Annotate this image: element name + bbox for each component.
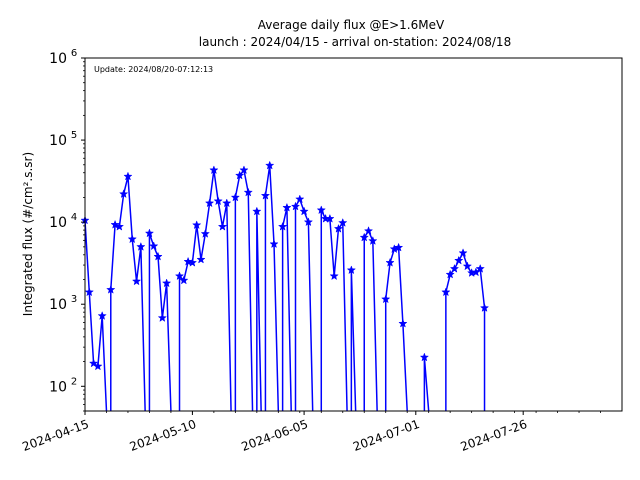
data-point: [333, 223, 344, 233]
data-point: [462, 261, 473, 271]
data-point: [441, 287, 451, 297]
data-point: [157, 313, 167, 322]
data-point: [449, 263, 460, 273]
data-point: [282, 202, 292, 212]
data-point: [131, 276, 142, 286]
data-point: [338, 217, 348, 227]
x-tick-label: 2024-04-15: [20, 417, 90, 454]
y-tick-base: 10: [49, 297, 67, 313]
data-point: [393, 242, 404, 252]
data-point: [123, 171, 133, 181]
chart-title: Average daily flux @E>1.6MeV: [258, 18, 445, 32]
y-tick-exponent: 4: [71, 212, 77, 223]
data-point: [325, 213, 335, 223]
plot-layer: [80, 160, 490, 412]
data-point: [239, 165, 249, 175]
data-point: [368, 236, 378, 245]
data-point: [153, 251, 163, 261]
data-point: [88, 358, 99, 368]
data-point: [303, 217, 314, 227]
data-point: [316, 205, 326, 215]
data-point: [419, 352, 430, 362]
y-tick-exponent: 6: [71, 48, 77, 59]
data-point: [290, 201, 301, 211]
data-point: [106, 284, 116, 294]
data-point: [243, 187, 253, 197]
y-tick-base: 10: [49, 133, 67, 149]
data-point: [359, 232, 369, 242]
y-tick-exponent: 3: [71, 294, 77, 305]
chart-subtitle: launch : 2024/04/15 - arrival on-station…: [199, 35, 511, 49]
data-point: [144, 228, 155, 238]
data-point: [234, 170, 245, 180]
x-tick-label: 2024-07-26: [459, 417, 529, 454]
data-point: [385, 257, 395, 267]
data-point: [252, 206, 262, 216]
ticks-layer: 2024-04-15 2024-05-10 2024-06-05 2024-07-01…: [20, 48, 601, 454]
data-point: [187, 257, 198, 267]
data-point: [174, 271, 185, 281]
y-tick-base: 10: [49, 215, 67, 231]
data-point: [299, 206, 309, 216]
data-point: [381, 294, 391, 304]
data-point: [363, 226, 374, 235]
y-tick-exponent: 2: [71, 376, 77, 387]
data-point: [230, 192, 241, 202]
y-tick-label: 10: [49, 51, 67, 67]
data-point: [260, 190, 271, 200]
data-point: [200, 228, 210, 238]
data-point: [196, 254, 206, 264]
data-point: [136, 241, 146, 251]
data-point: [114, 221, 125, 231]
data-point: [110, 219, 120, 229]
x-tick-label: 2024-07-01: [351, 417, 421, 454]
data-point: [346, 265, 357, 275]
y-tick-label: 10: [49, 297, 67, 313]
data-point: [458, 248, 468, 258]
data-point: [269, 239, 279, 249]
y-tick-base: 10: [49, 379, 67, 395]
data-point: [479, 303, 490, 312]
y-axis-label: Integrated flux (#/cm².s.sr): [21, 152, 35, 316]
data-point: [329, 271, 339, 281]
data-point: [127, 234, 137, 244]
data-point: [222, 198, 232, 208]
data-point: [398, 318, 408, 328]
y-tick-label: 10: [49, 133, 67, 149]
y-tick-exponent: 5: [71, 130, 77, 141]
data-point: [93, 361, 103, 371]
y-tick-label: 10: [49, 215, 67, 231]
x-tick-label: 2024-06-05: [239, 417, 309, 454]
data-point: [192, 220, 202, 230]
data-point: [445, 269, 455, 279]
data-point: [179, 275, 189, 285]
data-point: [454, 255, 464, 265]
data-point: [209, 165, 219, 175]
data-point: [213, 196, 223, 206]
data-point: [149, 241, 159, 251]
x-tick-label: 2024-05-10: [128, 417, 198, 454]
data-point: [161, 278, 172, 288]
data-point: [118, 189, 129, 199]
data-point: [217, 221, 228, 231]
data-point: [204, 198, 215, 208]
data-point: [84, 287, 94, 297]
y-tick-label: 10: [49, 379, 67, 395]
y-tick-base: 10: [49, 51, 67, 67]
update-annotation: Update: 2024/08/20-07:12:13: [94, 65, 213, 74]
data-point: [97, 311, 107, 320]
data-point: [475, 263, 485, 273]
flux-series-line: [84, 165, 486, 412]
data-point: [265, 160, 275, 170]
data-point: [295, 194, 305, 204]
data-point: [277, 221, 288, 231]
